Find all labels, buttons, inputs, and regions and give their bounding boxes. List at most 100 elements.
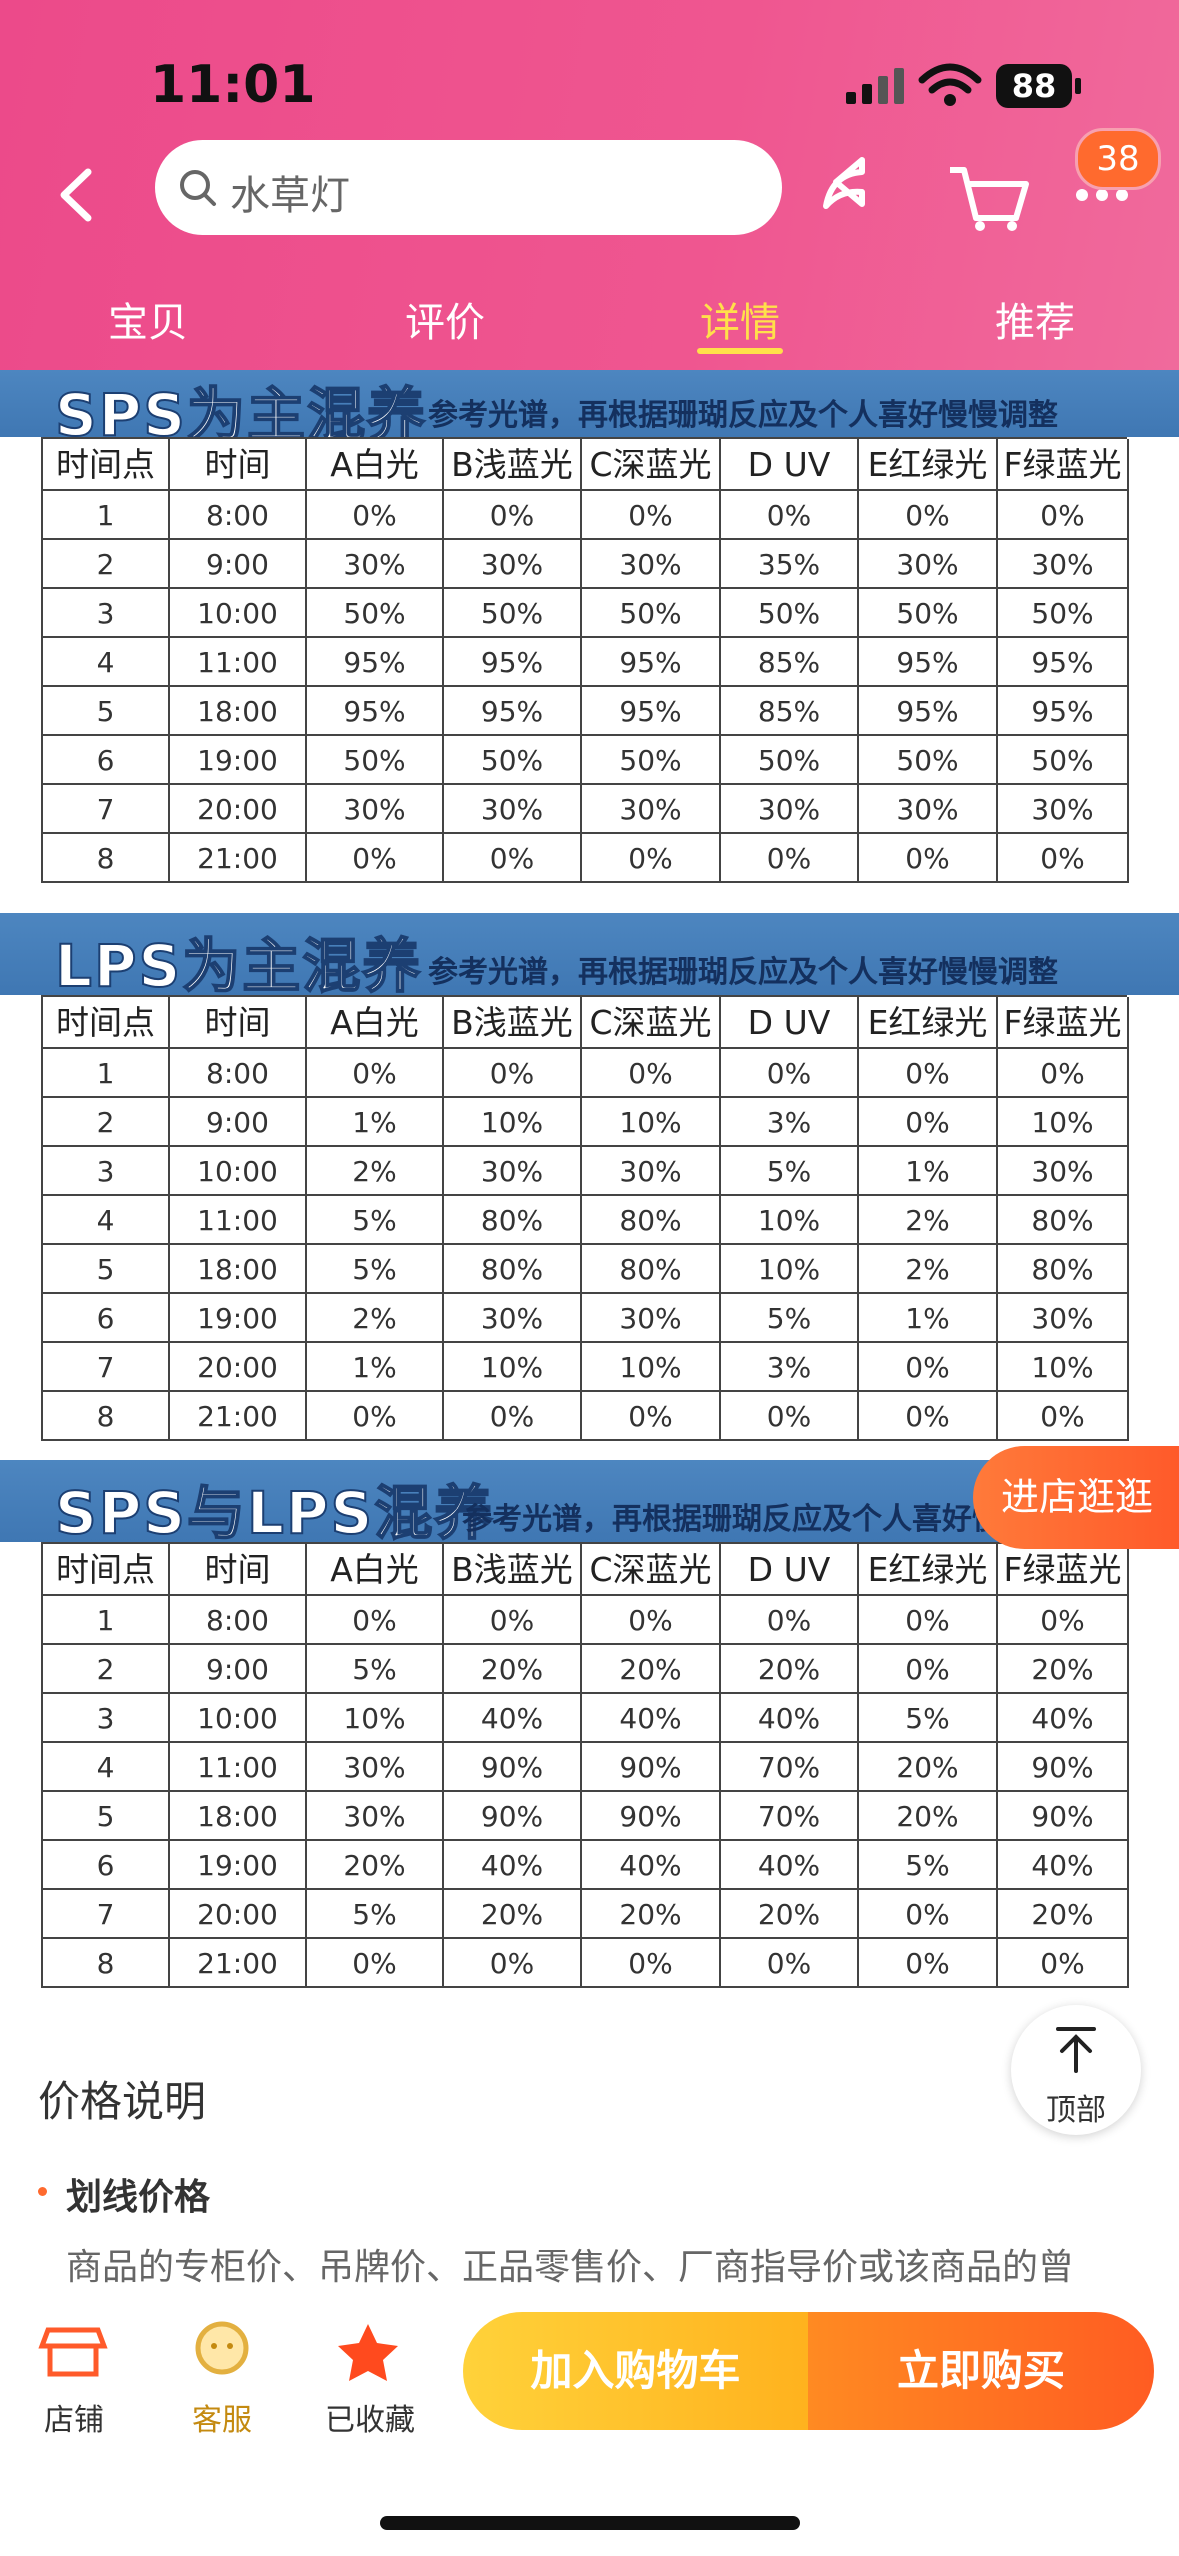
table-cell: 11:00 xyxy=(170,638,307,687)
table-cell: 0% xyxy=(721,491,859,540)
store-button[interactable]: 进店逛逛 xyxy=(973,1446,1179,1549)
add-cart-button[interactable]: 加入购物车 xyxy=(463,2312,808,2430)
table-cell: 5 xyxy=(43,1792,170,1841)
service-icon[interactable] xyxy=(195,2321,249,2375)
table-cell: 50% xyxy=(444,736,582,785)
table-cell: 10% xyxy=(444,1343,582,1392)
header-cell: F绿蓝光 xyxy=(998,439,1129,491)
table-cell: 20% xyxy=(582,1645,721,1694)
table-cell: 11:00 xyxy=(170,1743,307,1792)
table-cell: 5% xyxy=(307,1196,444,1245)
table-cell: 3 xyxy=(43,1147,170,1196)
table-cell: 6 xyxy=(43,1294,170,1343)
table-cell: 0% xyxy=(721,834,859,883)
table-cell: 50% xyxy=(444,589,582,638)
header-cell: E红绿光 xyxy=(859,1544,998,1596)
table-cell: 7 xyxy=(43,1343,170,1392)
table-cell: 9:00 xyxy=(170,1645,307,1694)
table-cell: 30% xyxy=(998,1294,1129,1343)
table-cell: 95% xyxy=(859,638,998,687)
table-cell: 20:00 xyxy=(170,785,307,834)
cart-icon[interactable] xyxy=(950,167,1029,221)
table-cell: 80% xyxy=(998,1245,1129,1294)
table-cell: 40% xyxy=(582,1841,721,1890)
buy-button[interactable]: 立即购买 xyxy=(808,2312,1154,2430)
more-icon[interactable] xyxy=(1076,189,1128,201)
table-cell: 95% xyxy=(444,687,582,736)
table-cell: 90% xyxy=(582,1792,721,1841)
tab[interactable]: 推荐 xyxy=(995,300,1075,346)
top-button[interactable] xyxy=(1011,2005,1141,2135)
table-cell: 10:00 xyxy=(170,589,307,638)
table-cell: 5% xyxy=(721,1147,859,1196)
table-cell: 30% xyxy=(307,540,444,589)
table-cell: 50% xyxy=(307,589,444,638)
table-cell: 0% xyxy=(859,834,998,883)
table-cell: 95% xyxy=(998,638,1129,687)
price-heading: 价格说明 xyxy=(38,2077,207,2126)
tab[interactable]: 宝贝 xyxy=(108,300,188,346)
table-cell: 30% xyxy=(307,785,444,834)
table-cell: 0% xyxy=(582,834,721,883)
tab[interactable]: 评价 xyxy=(405,300,485,346)
table-cell: 0% xyxy=(444,1049,582,1098)
table-cell: 2% xyxy=(859,1196,998,1245)
store-label[interactable]: 店铺 xyxy=(44,2403,104,2438)
table-title: SPS与LPS混养 xyxy=(54,1478,495,1542)
header-icons xyxy=(60,63,1128,231)
table-cell: 30% xyxy=(307,1792,444,1841)
favorite-label[interactable]: 已收藏 xyxy=(325,2403,415,2438)
table-cell: 9:00 xyxy=(170,1098,307,1147)
table-cell: 21:00 xyxy=(170,1392,307,1441)
table-cell: 0% xyxy=(307,1049,444,1098)
favorite-icon[interactable] xyxy=(338,2324,398,2381)
service-label[interactable]: 客服 xyxy=(192,2403,252,2438)
table-cell: 6 xyxy=(43,736,170,785)
table-cell: 10% xyxy=(998,1343,1129,1392)
table-cell: 0% xyxy=(582,1939,721,1988)
table-cell: 30% xyxy=(998,785,1129,834)
table-cell: 7 xyxy=(43,785,170,834)
back-icon[interactable] xyxy=(60,168,92,222)
battery-icon xyxy=(996,64,1072,108)
table-cell: 0% xyxy=(307,491,444,540)
table-cell: 0% xyxy=(307,834,444,883)
header-cell: D UV xyxy=(721,1544,859,1596)
tab[interactable]: 详情 xyxy=(700,300,780,346)
table-cell: 50% xyxy=(859,736,998,785)
search-bar[interactable] xyxy=(155,140,782,235)
table-cell: 19:00 xyxy=(170,1841,307,1890)
table-cell: 0% xyxy=(307,1392,444,1441)
table-cell: 95% xyxy=(307,687,444,736)
table-cell: 3 xyxy=(43,589,170,638)
top-label: 顶部 xyxy=(1046,2093,1106,2128)
table-cell: 3 xyxy=(43,1694,170,1743)
table-cell: 10% xyxy=(998,1098,1129,1147)
header-cell: 时间点 xyxy=(43,997,170,1049)
table-cell: 0% xyxy=(444,834,582,883)
table-cell: 8 xyxy=(43,1392,170,1441)
table-cell: 40% xyxy=(721,1841,859,1890)
table-cell: 80% xyxy=(444,1196,582,1245)
table-cell: 2% xyxy=(307,1147,444,1196)
table-cell: 40% xyxy=(998,1694,1129,1743)
table-banner: SPS为主混养 参考光谱，再根据珊瑚反应及个人喜好慢慢调整 xyxy=(0,370,1179,437)
table-cell: 8 xyxy=(43,1939,170,1988)
share-icon[interactable] xyxy=(823,157,865,209)
table-cell: 95% xyxy=(582,638,721,687)
table-cell: 20% xyxy=(307,1841,444,1890)
header-cell: B浅蓝光 xyxy=(444,439,582,491)
table-cell: 0% xyxy=(998,491,1129,540)
table-cell: 30% xyxy=(307,1743,444,1792)
table-cell: 5% xyxy=(307,1245,444,1294)
header-cell: A白光 xyxy=(307,1544,444,1596)
table-cell: 40% xyxy=(444,1841,582,1890)
table-cell: 0% xyxy=(307,1939,444,1988)
header: 11:01 88 水草灯 38 xyxy=(0,0,1179,370)
store-icon[interactable] xyxy=(38,2327,108,2377)
header-cell: E红绿光 xyxy=(859,439,998,491)
table-cell: 11:00 xyxy=(170,1196,307,1245)
table-cell: 95% xyxy=(444,638,582,687)
header-cell: 时间 xyxy=(170,1544,307,1596)
table-cell: 0% xyxy=(998,1392,1129,1441)
